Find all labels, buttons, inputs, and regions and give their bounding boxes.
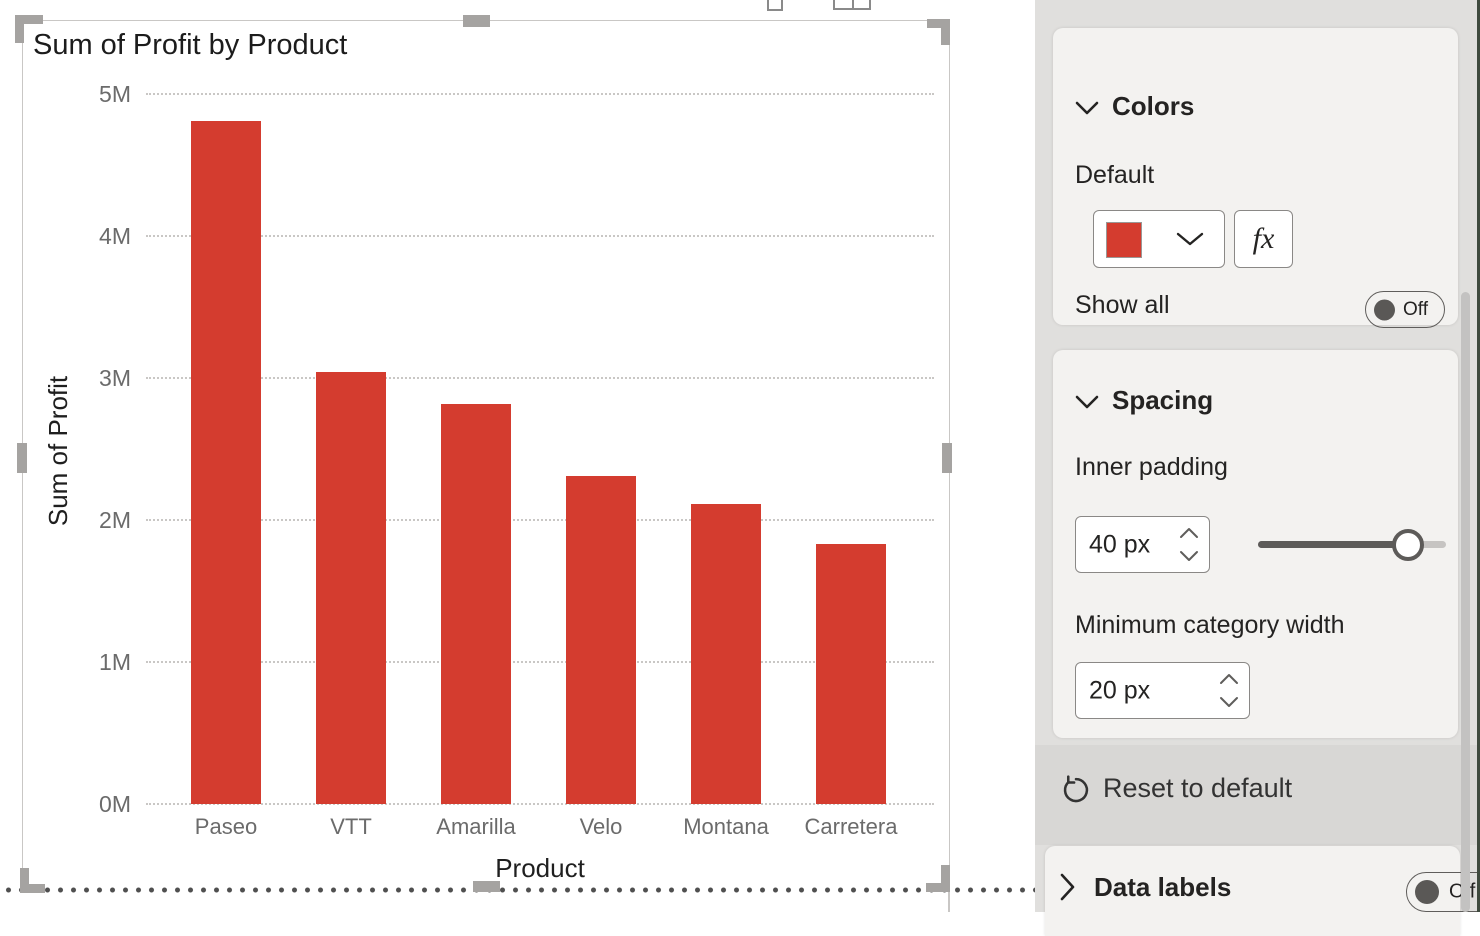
pane-scrollbar-thumb[interactable] [1461,292,1470,912]
gridline [146,377,934,379]
toggle-state-label: Off [1403,298,1428,320]
inner-padding-value: 40 px [1089,530,1151,558]
page-edge-dotted-line [0,885,1035,895]
bar-Paseo[interactable] [191,120,261,804]
data-labels-title[interactable]: Data labels [1094,872,1232,902]
toggle-knob [1415,880,1439,904]
window-edge [1477,0,1480,912]
format-pane: Colors Default fx Show all Off Spacing I… [1035,0,1480,936]
gridline [146,519,934,521]
x-axis-category-label: VTT [330,814,372,839]
pin-visual-icon[interactable] [767,0,783,11]
reset-icon [1063,775,1089,803]
chevron-right-icon[interactable] [1060,873,1075,901]
data-labels-card: Data labels Off [1045,846,1480,936]
y-axis-tick-label: 1M [99,649,131,675]
bar-chart-visual[interactable]: Sum of Profit by Product Sum of Profit P… [22,20,950,889]
visual-border-extension [948,888,950,912]
resize-handle-top-right[interactable] [927,19,950,28]
default-color-label: Default [1075,161,1155,189]
resize-handle-bottom-left[interactable] [20,884,45,893]
resize-handle-bottom-right[interactable] [926,883,950,892]
x-axis-category-label: Carretera [804,814,898,839]
fx-label: fx [1252,222,1275,255]
show-as-table-icon[interactable] [833,0,871,10]
chevron-down-icon[interactable] [1075,395,1099,409]
resize-handle-bottom-right[interactable] [941,865,950,892]
report-canvas: Sum of Profit by Product Sum of Profit P… [0,0,1035,912]
resize-handle-middle-left[interactable] [17,443,27,473]
gridline [146,661,934,663]
y-axis-tick-label: 4M [99,223,131,249]
x-axis-title: Product [495,853,585,883]
spinner-up-icon[interactable] [1219,673,1239,685]
min-category-width-label: Minimum category width [1075,611,1345,639]
bar-Carretera[interactable] [816,544,886,804]
chevron-down-icon[interactable] [1075,101,1099,115]
bar-VTT[interactable] [316,372,386,804]
y-axis-tick-label: 5M [99,81,131,107]
show-all-label: Show all [1075,291,1170,319]
spinner-down-icon[interactable] [1219,696,1239,708]
spinner-down-icon[interactable] [1179,550,1199,562]
gridline [146,235,934,237]
slider-thumb[interactable] [1392,529,1425,561]
inner-padding-input[interactable]: 40 px [1075,516,1210,573]
inner-padding-label: Inner padding [1075,453,1228,481]
resize-handle-top-right[interactable] [941,19,950,45]
spacing-card: Spacing Inner padding 40 px Minimum cate… [1053,350,1458,738]
inner-padding-slider[interactable] [1258,529,1446,561]
bar-Montana[interactable] [691,504,761,804]
min-category-width-value: 20 px [1089,676,1151,704]
colors-card-title[interactable]: Colors [1112,91,1195,121]
color-swatch[interactable] [1106,222,1142,258]
bar-Velo[interactable] [566,475,636,804]
x-axis-category-label: Paseo [194,814,258,839]
min-category-width-input[interactable]: 20 px [1075,662,1250,719]
resize-handle-top-left[interactable] [15,15,43,24]
slider-fill [1258,541,1409,548]
bar-Amarilla[interactable] [441,403,511,804]
y-axis-tick-label: 2M [99,507,131,533]
chevron-down-icon [1176,232,1204,246]
y-axis-tick-label: 0M [99,791,131,817]
x-axis-category-label: Montana [683,814,769,839]
y-axis-tick-label: 3M [99,365,131,391]
default-color-dropdown[interactable] [1093,210,1225,268]
show-all-toggle[interactable]: Off [1365,291,1445,328]
toggle-knob [1374,299,1395,320]
conditional-formatting-fx-button[interactable]: fx [1234,210,1293,268]
reset-to-default-button[interactable]: Reset to default [1103,773,1293,803]
reset-band: Reset to default [1035,745,1480,845]
x-axis-category-label: Velo [579,814,623,839]
gridline [146,93,934,95]
resize-handle-top-left[interactable] [15,15,24,43]
spinner-up-icon[interactable] [1179,527,1199,539]
colors-card: Colors Default fx Show all Off [1053,28,1458,328]
chart-title: Sum of Profit by Product [33,29,348,61]
resize-handle-middle-right[interactable] [942,443,952,473]
x-axis-category-label: Amarilla [436,814,516,839]
resize-handle-bottom-center[interactable] [473,881,500,892]
spacing-card-title[interactable]: Spacing [1112,385,1214,415]
resize-handle-top-center[interactable] [463,15,490,27]
resize-handle-bottom-left[interactable] [20,868,29,893]
gridline [146,803,934,805]
